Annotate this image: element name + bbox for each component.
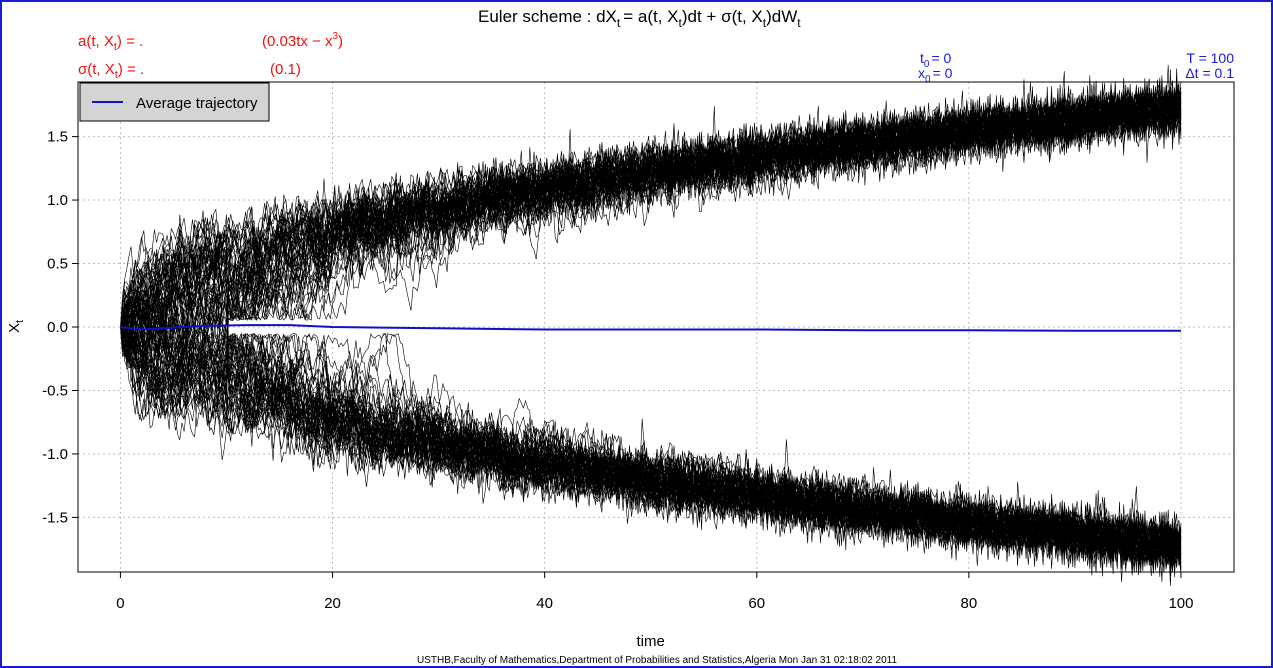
x-tick-label: 100 xyxy=(1168,595,1193,612)
drift-expression: (0.03tx − x3) xyxy=(262,31,343,50)
y-tick-label: 0.5 xyxy=(47,256,68,273)
title-part: )dW xyxy=(766,7,797,26)
diffusion-label-end: ) = . xyxy=(118,61,144,78)
t0-label: t xyxy=(920,50,924,66)
t0-sub: 0 xyxy=(924,59,930,70)
diffusion-label: σ(t, Xt) = . xyxy=(78,61,144,81)
y-axis-label-sub: t xyxy=(14,320,26,323)
x0-info: x0 = 0 xyxy=(918,65,953,85)
drift-label: a(t, Xt) = . xyxy=(78,33,143,53)
title-sub: t xyxy=(679,16,683,30)
drift-expr-text: (0.03tx − x xyxy=(262,33,333,50)
x0-value: = 0 xyxy=(933,65,953,81)
drift-label-sub: t xyxy=(114,41,117,53)
title-part: = a(t, X xyxy=(623,7,678,26)
t0-value: = 0 xyxy=(931,50,951,66)
footer-text: USTHB,Faculty of Mathematics,Department … xyxy=(417,655,897,666)
y-axis-label-x: X xyxy=(6,323,23,333)
diffusion-label-sub: t xyxy=(115,69,118,81)
y-tick-label: 1.5 xyxy=(47,129,68,146)
drift-label-text: a(t, X xyxy=(78,33,114,50)
legend-label: Average trajectory xyxy=(136,95,258,112)
diffusion-label-text: σ(t, X xyxy=(78,61,115,78)
y-tick-label: -0.5 xyxy=(42,382,68,399)
average-trajectory-line xyxy=(120,324,1181,332)
x-tick-label: 60 xyxy=(748,595,765,612)
dt-info: Δt = 0.1 xyxy=(1185,65,1234,81)
title-part: Euler scheme : dX xyxy=(478,7,617,26)
title-sub: t xyxy=(617,16,621,30)
title-sub: t xyxy=(797,16,801,30)
x-tick-label: 40 xyxy=(536,595,553,612)
y-tick-label: 0.0 xyxy=(47,319,68,336)
diffusion-expression: (0.1) xyxy=(270,61,301,78)
drift-label-end: ) = . xyxy=(117,33,143,50)
y-tick-label: -1.5 xyxy=(42,509,68,526)
x0-sub: 0 xyxy=(925,74,931,85)
x-tick-label: 0 xyxy=(116,595,124,612)
trajectory-ensemble xyxy=(120,64,1182,586)
y-tick-label: -1.0 xyxy=(42,446,68,463)
y-tick-label: 1.0 xyxy=(47,192,68,209)
title-part: )dt + σ(t, X xyxy=(682,7,763,26)
drift-expr-end: ) xyxy=(338,33,343,50)
drift-expr-sup: 3 xyxy=(332,31,338,42)
chart-title: Euler scheme : dXt = a(t, Xt)dt + σ(t, Xt… xyxy=(478,7,801,30)
x-axis-label: time xyxy=(637,633,665,650)
y-axis-label: Xt xyxy=(6,320,26,333)
x-tick-label: 80 xyxy=(961,595,978,612)
t0-info: t0 = 0 xyxy=(920,50,952,70)
x0-label: x xyxy=(918,65,925,81)
x-tick-label: 20 xyxy=(324,595,341,612)
title-sub: t xyxy=(763,16,767,30)
T-info: T = 100 xyxy=(1186,50,1234,66)
